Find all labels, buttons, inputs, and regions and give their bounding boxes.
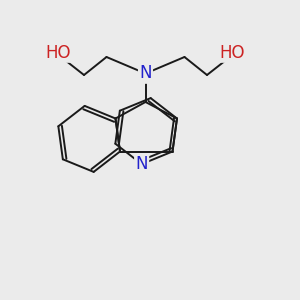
Text: HO: HO [220, 44, 245, 62]
Text: N: N [135, 155, 148, 173]
Text: HO: HO [46, 44, 71, 62]
Text: N: N [139, 64, 152, 82]
